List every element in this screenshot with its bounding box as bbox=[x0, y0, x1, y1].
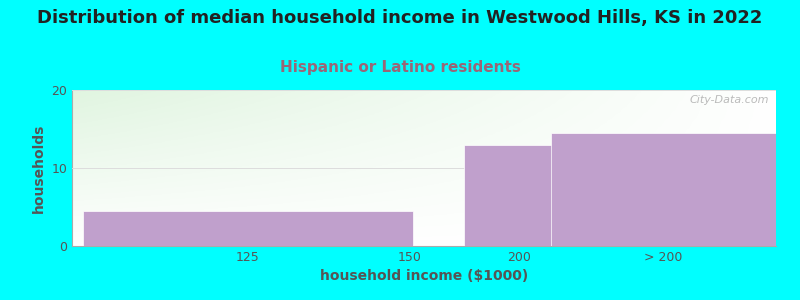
FancyBboxPatch shape bbox=[82, 211, 414, 246]
Text: Hispanic or Latino residents: Hispanic or Latino residents bbox=[279, 60, 521, 75]
X-axis label: household income ($1000): household income ($1000) bbox=[320, 269, 528, 284]
FancyBboxPatch shape bbox=[465, 145, 574, 246]
Y-axis label: households: households bbox=[32, 123, 46, 213]
Text: City-Data.com: City-Data.com bbox=[690, 95, 769, 105]
Text: Distribution of median household income in Westwood Hills, KS in 2022: Distribution of median household income … bbox=[38, 9, 762, 27]
FancyBboxPatch shape bbox=[550, 133, 776, 246]
